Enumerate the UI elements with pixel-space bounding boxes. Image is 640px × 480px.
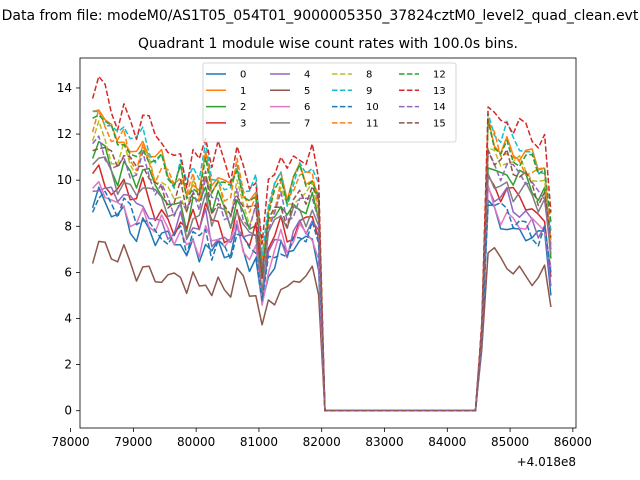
y-tick-label: 2 [64,358,72,372]
x-tick-label: 81000 [240,435,278,449]
legend-label: 11 [366,118,379,129]
legend-label: 10 [366,102,379,113]
legend-label: 15 [433,118,446,129]
legend-label: 8 [366,70,372,81]
y-tick-label: 12 [57,127,72,141]
x-tick-label: 78000 [51,435,89,449]
series-line-15 [92,146,552,412]
series-line-14 [92,135,552,412]
x-tick-label: 86000 [554,435,592,449]
figure-suptitle: Data from file: modeM0/AS1T05_054T01_900… [2,8,639,24]
x-tick-label: 79000 [114,435,152,449]
x-tick-label: 85000 [491,435,529,449]
legend-label: 0 [240,70,246,81]
y-tick-label: 0 [64,404,72,418]
legend-label: 14 [433,102,446,113]
legend-label: 9 [366,86,372,97]
x-tick-label: 83000 [365,435,403,449]
plot-lines [91,75,552,412]
chart-title: Quadrant 1 module wise count rates with … [138,36,518,52]
legend-label: 5 [304,86,310,97]
x-offset-label: +4.018e8 [517,455,576,469]
legend-label: 6 [304,102,310,113]
legend-label: 2 [240,102,246,113]
y-axis: 0 2 4 6 8 10 12 14 [57,81,80,418]
x-tick-label: 84000 [428,435,466,449]
legend-label: 1 [240,86,246,97]
y-tick-label: 6 [64,265,72,279]
legend-label: 4 [304,70,310,81]
legend-label: 12 [433,70,446,81]
y-tick-label: 8 [64,219,72,233]
legend-label: 3 [240,118,246,129]
series-line-8 [91,120,552,412]
y-tick-label: 10 [57,173,72,187]
x-axis: 78000 79000 80000 81000 82000 83000 84000 85000… [51,428,592,449]
y-tick-label: 4 [64,311,72,325]
y-tick-label: 14 [57,81,72,95]
legend-label: 7 [304,118,310,129]
legend-label: 13 [433,86,446,97]
legend-box [202,62,457,143]
x-tick-label: 82000 [303,435,341,449]
plot-frame [79,57,577,429]
x-tick-label: 80000 [177,435,215,449]
